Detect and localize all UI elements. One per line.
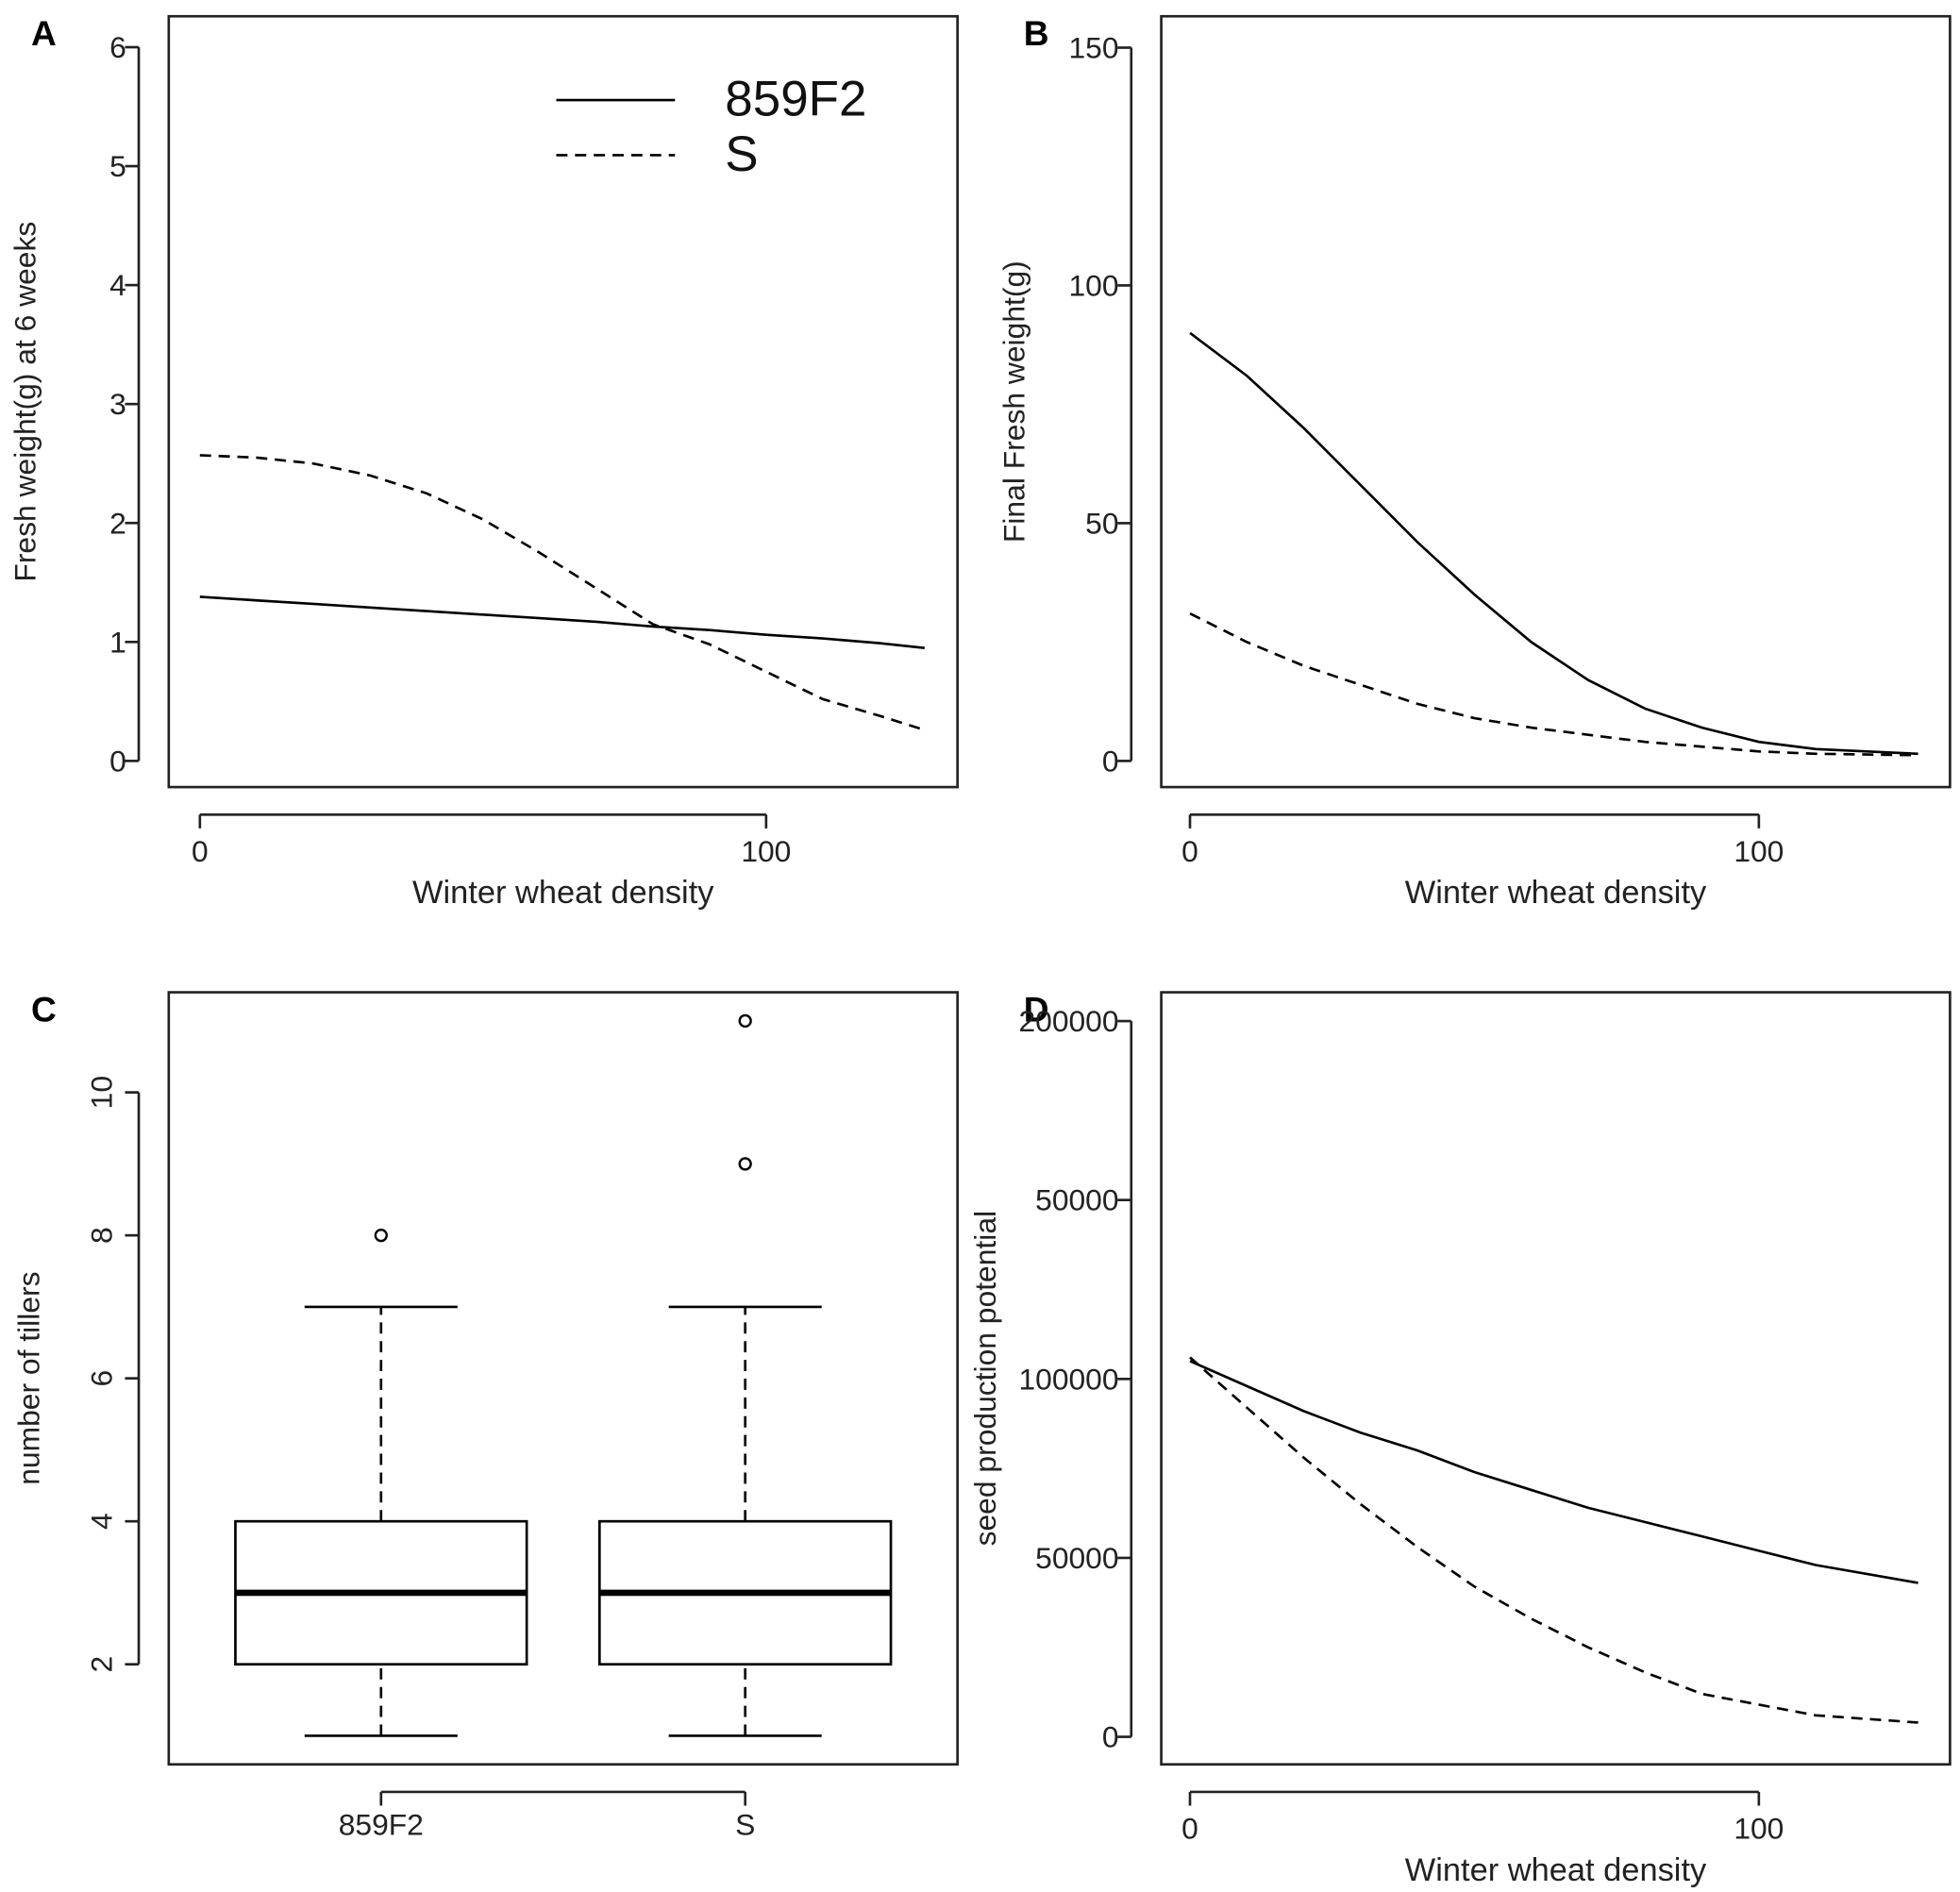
panel-label: D <box>1024 990 1049 1030</box>
series-line <box>199 595 925 649</box>
series-line <box>199 454 926 731</box>
plot-frame <box>1160 991 1952 1766</box>
y-tick-label: 2 <box>109 506 126 540</box>
panel-label: A <box>31 13 57 53</box>
y-axis-label: number of tillers <box>12 1271 46 1484</box>
plot-frame <box>167 14 959 789</box>
y-tick-label: 10 <box>84 1076 118 1109</box>
y-tick-label: 50 <box>1085 506 1118 540</box>
y-tick-label: 100000 <box>1018 1362 1118 1396</box>
x-tick-label: 100 <box>1734 834 1784 868</box>
y-axis-label: Final Fresh weight(g) <box>997 260 1030 543</box>
x-tick-label: 0 <box>192 834 209 868</box>
y-tick-label: 50000 <box>1035 1183 1118 1217</box>
y-tick-label: 4 <box>109 268 126 302</box>
x-axis-label: Winter wheat density <box>1405 1852 1707 1888</box>
x-axis-label: Winter wheat density <box>412 875 714 911</box>
plot-frame <box>167 991 959 1766</box>
x-tick-label: 100 <box>1734 1811 1784 1845</box>
y-tick-label: 2 <box>84 1656 118 1673</box>
legend-label: 859F2 <box>725 72 866 127</box>
y-tick-label: 6 <box>84 1370 118 1387</box>
y-tick-label: 1 <box>109 625 126 659</box>
series-line <box>1189 611 1918 757</box>
x-tick-label: 859F2 <box>339 1807 424 1841</box>
series-line <box>1189 331 1918 756</box>
y-tick-label: 0 <box>1102 744 1119 778</box>
y-tick-label: 6 <box>109 30 126 64</box>
y-tick-label: 5 <box>109 149 126 183</box>
series-line <box>1189 1356 1918 1724</box>
y-axis-label: Fresh weight(g) at 6 weeks <box>8 222 42 582</box>
y-tick-label: 0 <box>1102 1720 1119 1754</box>
outlier <box>374 1228 388 1243</box>
outlier <box>738 1157 752 1171</box>
legend-label: S <box>725 126 758 182</box>
y-tick-label: 0 <box>109 744 126 778</box>
y-axis-label: seed production potential <box>968 1211 1002 1547</box>
y-tick-label: 50000 <box>1035 1541 1118 1575</box>
y-tick-label: 3 <box>109 387 126 421</box>
panel-label: C <box>31 990 57 1030</box>
x-tick-label: 0 <box>1181 834 1198 868</box>
panel-label: B <box>1024 13 1049 53</box>
y-tick-label: 100 <box>1068 269 1118 303</box>
x-tick-label: 0 <box>1181 1811 1198 1845</box>
outlier <box>738 1013 752 1029</box>
x-tick-label: 100 <box>741 834 791 868</box>
y-tick-label: 4 <box>84 1513 118 1530</box>
x-tick-label: S <box>735 1807 755 1841</box>
y-tick-label: 150 <box>1068 31 1118 65</box>
plot-frame <box>1160 14 1952 789</box>
series-line <box>1189 1360 1918 1584</box>
x-axis-label: Winter wheat density <box>1405 875 1707 911</box>
y-tick-label: 200000 <box>1018 1004 1118 1038</box>
y-tick-label: 8 <box>84 1227 118 1244</box>
